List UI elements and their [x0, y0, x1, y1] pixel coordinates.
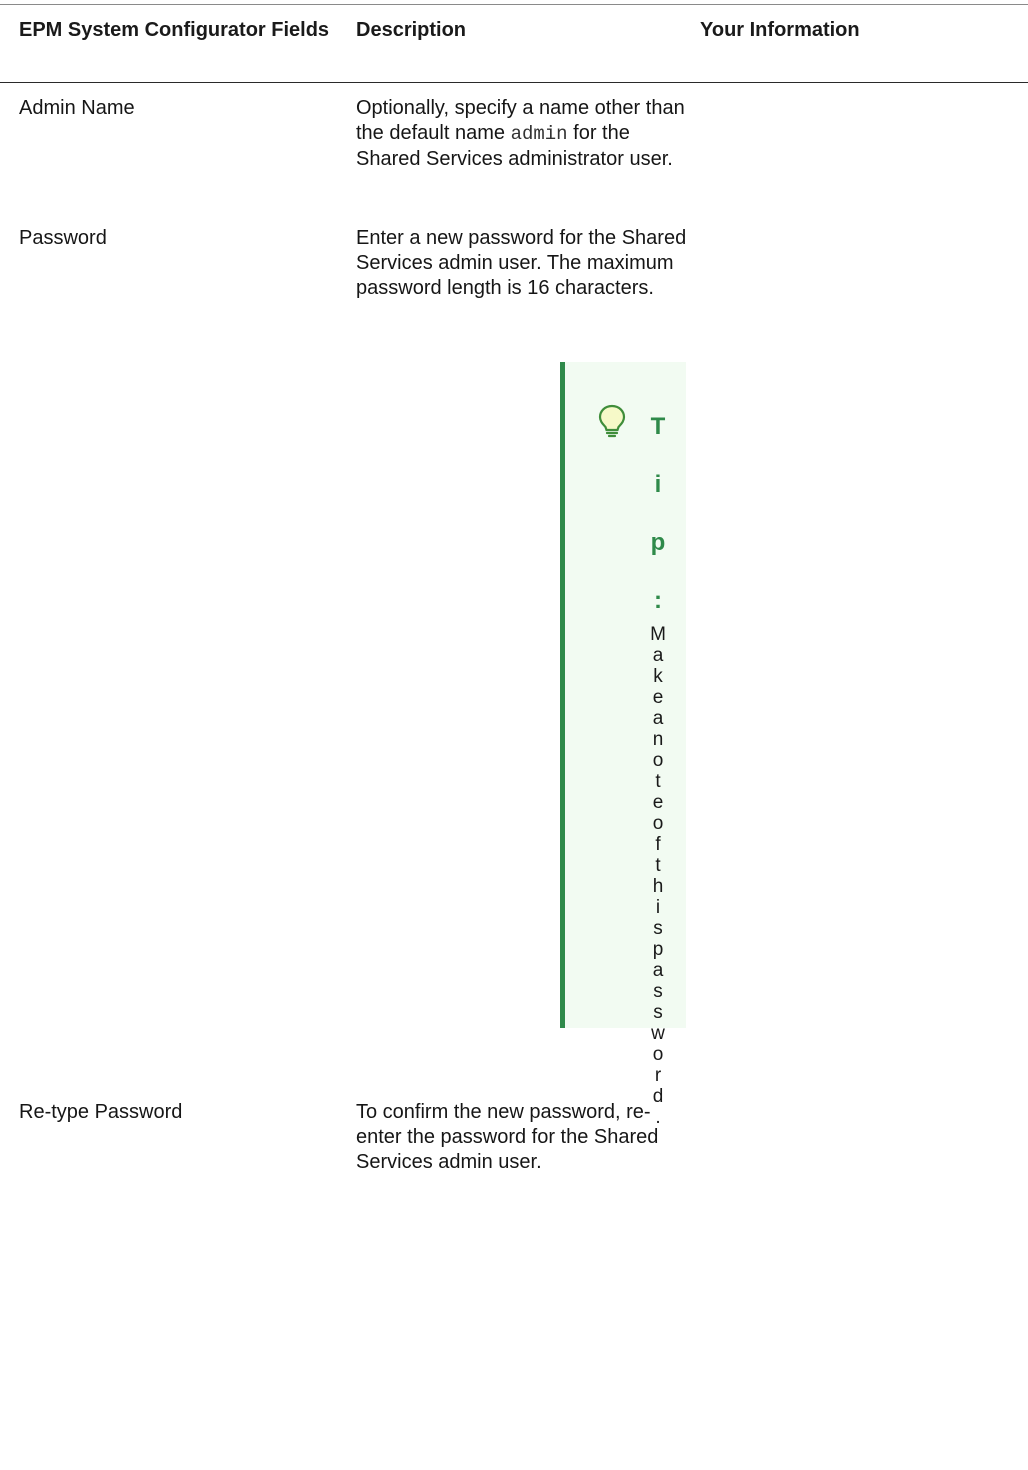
tip-char: a — [652, 645, 664, 666]
tip-char: h — [652, 876, 664, 897]
tip-char: M — [650, 624, 666, 645]
description-retype-password: To confirm the new password, re-enter th… — [356, 1101, 659, 1173]
tip-char: k — [653, 666, 663, 687]
tip-char: e — [652, 792, 664, 813]
tip-char: a — [652, 960, 664, 981]
field-password: Password — [19, 227, 107, 249]
header-description: Description — [356, 19, 467, 41]
tip-char: r — [654, 1065, 662, 1086]
tip-char: t — [655, 771, 661, 792]
field-retype-password: Re-type Password — [19, 1101, 183, 1123]
tip-char: a — [652, 708, 664, 729]
tip-char: o — [652, 1044, 664, 1065]
header-rule — [0, 82, 1028, 83]
header-your-information: Your Information — [700, 19, 860, 41]
description-password: Enter a new password for the Shared Serv… — [356, 227, 687, 299]
tip-char: T — [650, 413, 666, 440]
description-admin-name: Optionally, specify a name other than th… — [356, 96, 688, 172]
header-fields: EPM System Configurator Fields — [19, 19, 330, 41]
tip-char: w — [651, 1023, 665, 1044]
desc-text: Optionally, specify a name other than th… — [356, 97, 685, 144]
tip-char: p — [652, 939, 664, 960]
tip-char: p — [650, 529, 666, 556]
desc-text: for the Shared Services administrator us… — [356, 122, 673, 170]
tip-char: s — [653, 918, 663, 939]
table-top-rule — [0, 4, 1028, 5]
field-admin-name: Admin Name — [19, 97, 135, 119]
tip-char: n — [652, 729, 664, 750]
tip-char: i — [655, 897, 661, 918]
tip-char: . — [655, 1107, 661, 1128]
tip-char: t — [655, 855, 661, 876]
tip-char: o — [652, 750, 664, 771]
tip-char: s — [653, 1002, 663, 1023]
tip-char: o — [652, 813, 664, 834]
code-admin: admin — [510, 123, 568, 145]
tip-char: e — [652, 687, 664, 708]
tip-char: s — [653, 981, 663, 1002]
tip-char: : — [654, 587, 662, 614]
tip-char: i — [654, 471, 662, 498]
lightbulb-icon — [598, 404, 626, 438]
tip-char: f — [655, 834, 661, 855]
tip-char: d — [652, 1086, 664, 1107]
